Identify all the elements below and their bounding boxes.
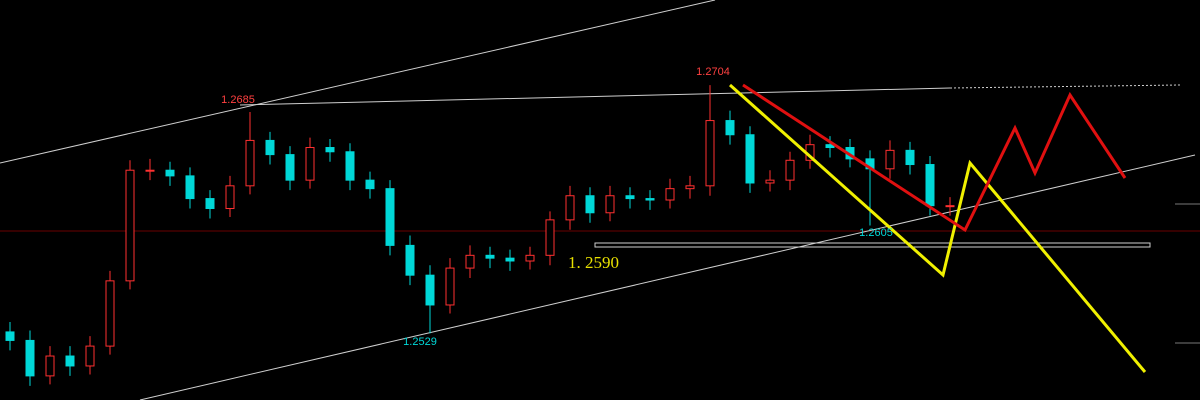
candle-body bbox=[105, 280, 115, 347]
candle-body bbox=[165, 169, 175, 177]
candle-body bbox=[625, 195, 635, 200]
candle-body bbox=[85, 345, 95, 367]
candle-body bbox=[325, 147, 335, 153]
price-label: 1.2529 bbox=[403, 336, 437, 348]
price-label: 1.2605 bbox=[859, 227, 893, 239]
candle-body bbox=[645, 198, 655, 201]
candle-body bbox=[725, 120, 735, 136]
candle-body bbox=[225, 185, 235, 210]
price-label: 1.2704 bbox=[696, 66, 730, 78]
candle-body bbox=[205, 198, 215, 210]
candle-body bbox=[785, 159, 795, 181]
candles bbox=[5, 85, 955, 386]
candle-body bbox=[565, 195, 575, 221]
candle-body bbox=[485, 254, 495, 259]
trend-line bbox=[0, 0, 716, 164]
candle-body bbox=[365, 179, 375, 190]
candle-body bbox=[445, 267, 455, 306]
candle-body bbox=[605, 195, 615, 214]
forecast-path bbox=[742, 83, 1127, 233]
candle-body bbox=[285, 154, 295, 181]
support-line bbox=[594, 242, 1151, 248]
candle-body bbox=[145, 169, 155, 172]
candle-body bbox=[305, 147, 315, 181]
candle-body bbox=[765, 179, 775, 184]
candle-body bbox=[945, 205, 955, 208]
candle-body bbox=[545, 219, 555, 256]
candle-body bbox=[245, 139, 255, 187]
candle-body bbox=[345, 151, 355, 181]
trend-line bbox=[139, 154, 1196, 400]
forecast-path bbox=[729, 83, 1147, 373]
candle-body bbox=[25, 339, 35, 377]
candle-body bbox=[925, 164, 935, 207]
candle-body bbox=[385, 188, 395, 246]
candle-body bbox=[525, 254, 535, 262]
candle-body bbox=[405, 244, 415, 276]
level-label: 1. 2590 bbox=[568, 253, 619, 272]
candle-body bbox=[745, 134, 755, 184]
candle-body bbox=[505, 257, 515, 262]
candle-body bbox=[185, 175, 195, 200]
candle-body bbox=[265, 139, 275, 156]
price-label: 1.2685 bbox=[221, 94, 255, 106]
candle-body bbox=[5, 331, 15, 341]
candle-body bbox=[665, 188, 675, 201]
candle-body bbox=[685, 185, 695, 190]
candle-body bbox=[65, 355, 75, 367]
candle-body bbox=[885, 149, 895, 170]
candle-body bbox=[45, 355, 55, 377]
candle-body bbox=[125, 169, 135, 282]
candle-body bbox=[425, 274, 435, 306]
candle-body bbox=[905, 149, 915, 166]
candle-body bbox=[705, 120, 715, 187]
trend-line bbox=[239, 87, 951, 106]
trend-line bbox=[949, 84, 1181, 89]
candle-body bbox=[465, 254, 475, 269]
candle-body bbox=[585, 195, 595, 214]
